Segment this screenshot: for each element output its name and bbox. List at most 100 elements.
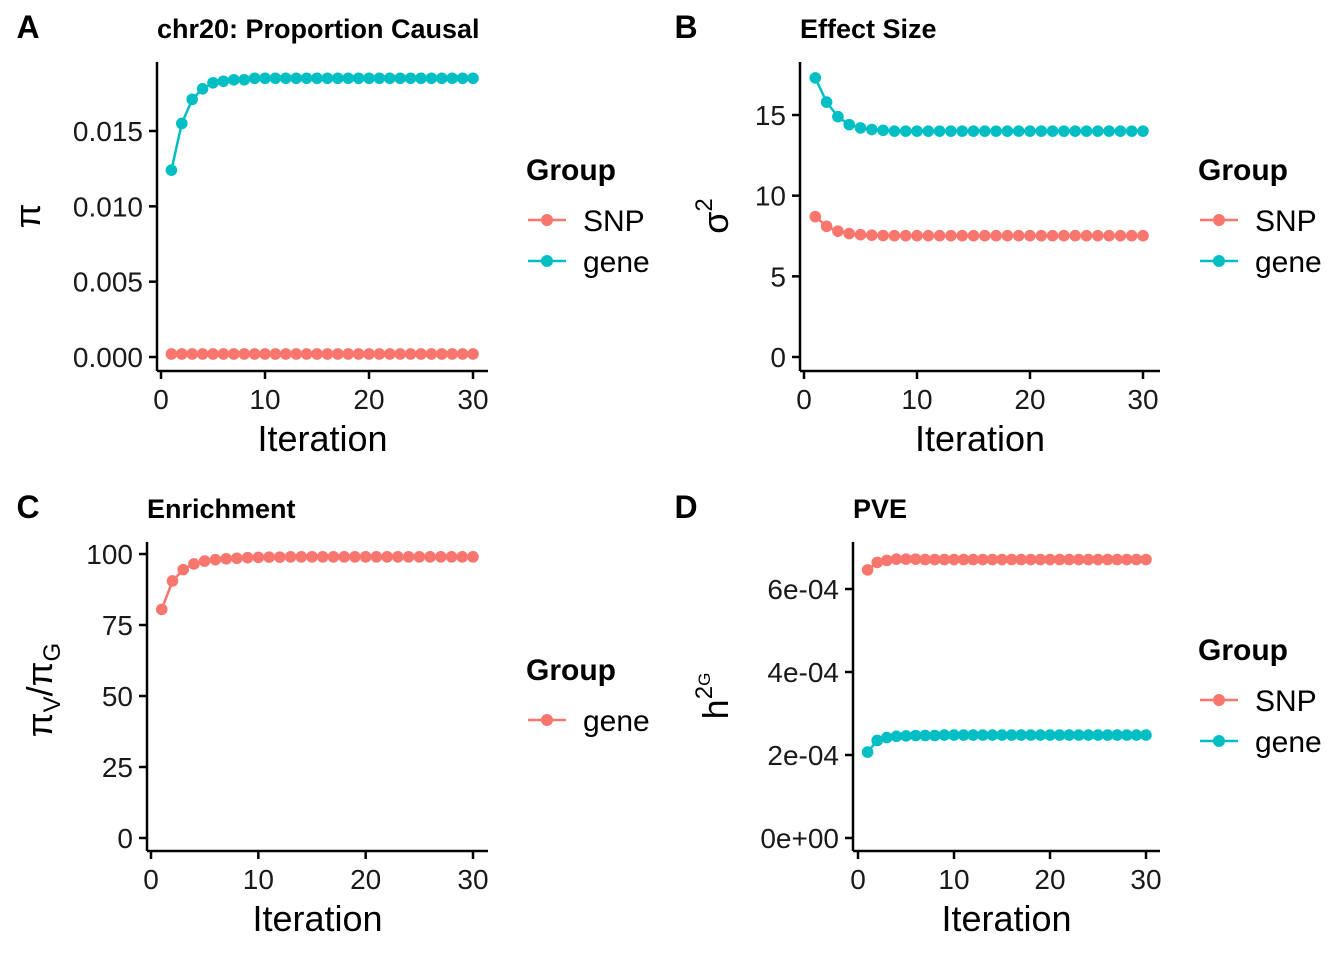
- data-point: [338, 551, 351, 563]
- data-point: [467, 348, 479, 360]
- data-point: [1015, 729, 1027, 741]
- data-point: [1140, 553, 1152, 566]
- data-point: [415, 72, 427, 85]
- data-point: [1044, 553, 1056, 566]
- y-tick-label: 100: [86, 539, 133, 570]
- x-tick-label: 10: [901, 384, 932, 415]
- data-point: [248, 72, 261, 85]
- legend-title: Group: [526, 154, 616, 187]
- data-point: [311, 348, 323, 360]
- data-point: [238, 348, 250, 360]
- data-point: [252, 551, 265, 564]
- legend: Group SNP gene: [526, 154, 650, 279]
- y-tick-label: 0.010: [73, 191, 143, 222]
- data-point: [1082, 553, 1095, 566]
- data-point: [269, 348, 282, 360]
- data-point: [1140, 729, 1152, 741]
- x-tick-label: 10: [249, 384, 280, 415]
- data-point: [1114, 229, 1127, 242]
- data-point: [425, 348, 438, 360]
- data-point: [1005, 553, 1018, 566]
- x-axis-label: Iteration: [941, 898, 1071, 939]
- data-point: [1073, 553, 1085, 566]
- data-point: [809, 72, 822, 84]
- legend-key-point: [1213, 214, 1225, 226]
- data-point: [909, 553, 922, 565]
- y-axis-label-group: πV/πG: [19, 643, 66, 737]
- legend-key-point: [541, 714, 553, 726]
- data-point: [392, 551, 404, 563]
- data-point: [1053, 729, 1066, 741]
- data-point: [1063, 553, 1075, 566]
- x-tick-label: 0: [143, 864, 159, 895]
- data-point: [929, 553, 941, 566]
- data-point: [871, 734, 883, 747]
- data-point: [900, 730, 912, 742]
- data-point: [881, 731, 893, 744]
- data-point: [280, 72, 292, 85]
- data-point: [956, 125, 968, 137]
- data-point: [321, 348, 334, 360]
- data-point: [843, 227, 855, 240]
- data-point: [956, 229, 968, 242]
- y-axis-label-supsub: G: [695, 673, 714, 686]
- data-point: [881, 554, 893, 567]
- data-point: [1015, 553, 1027, 566]
- data-point: [957, 553, 970, 566]
- y-tick-label: 2e-04: [767, 740, 839, 771]
- series-gene: [809, 72, 1149, 137]
- y-axis-label-group: h2G: [691, 673, 736, 720]
- data-point: [1024, 125, 1036, 137]
- data-point: [967, 125, 980, 137]
- y-axis-label-slash: /: [19, 686, 60, 696]
- data-point: [363, 72, 375, 85]
- data-point: [186, 348, 198, 360]
- data-point: [359, 551, 372, 563]
- data-point: [165, 348, 178, 360]
- data-point: [911, 229, 923, 242]
- data-point: [300, 348, 313, 360]
- y-axis-label-base: h: [695, 699, 736, 719]
- data-point: [1137, 229, 1149, 242]
- series-gene: [861, 729, 1152, 758]
- data-point: [165, 164, 178, 176]
- y-tick-label: 75: [102, 610, 133, 641]
- data-point: [1035, 125, 1048, 137]
- legend-key-point: [1213, 255, 1225, 267]
- data-point: [332, 72, 344, 85]
- data-point: [1063, 729, 1075, 741]
- legend-key-point: [541, 255, 553, 267]
- data-point: [854, 122, 867, 134]
- legend-item-label: SNP: [1255, 205, 1317, 238]
- data-point: [866, 229, 878, 241]
- y-tick-label: 15: [755, 100, 786, 131]
- series-gene: [155, 551, 479, 616]
- data-point: [861, 564, 874, 576]
- data-point: [1069, 125, 1081, 137]
- x-tick-label: 30: [457, 384, 488, 415]
- data-point: [456, 348, 469, 360]
- data-point: [1103, 125, 1115, 137]
- data-point: [871, 556, 883, 569]
- y-axis-label: h2G: [691, 673, 736, 720]
- x-tick-label: 20: [350, 864, 381, 895]
- data-point: [259, 72, 271, 85]
- data-point: [866, 123, 878, 136]
- data-point: [425, 72, 438, 85]
- data-point: [238, 73, 250, 86]
- data-point: [832, 110, 844, 123]
- data-point: [300, 72, 313, 85]
- data-point: [456, 72, 469, 85]
- data-point: [231, 552, 243, 565]
- data-point: [1046, 125, 1059, 137]
- data-point: [290, 72, 303, 85]
- data-point: [384, 72, 396, 85]
- data-point: [177, 563, 189, 576]
- data-point: [269, 72, 282, 85]
- chart-title: chr20: Proportion Causal: [157, 14, 480, 44]
- data-point: [1092, 125, 1104, 137]
- y-axis-label-base: π: [7, 204, 48, 229]
- panel-tag: B: [674, 9, 697, 45]
- legend-item-label: gene: [583, 246, 650, 279]
- panel-tag: A: [16, 9, 39, 45]
